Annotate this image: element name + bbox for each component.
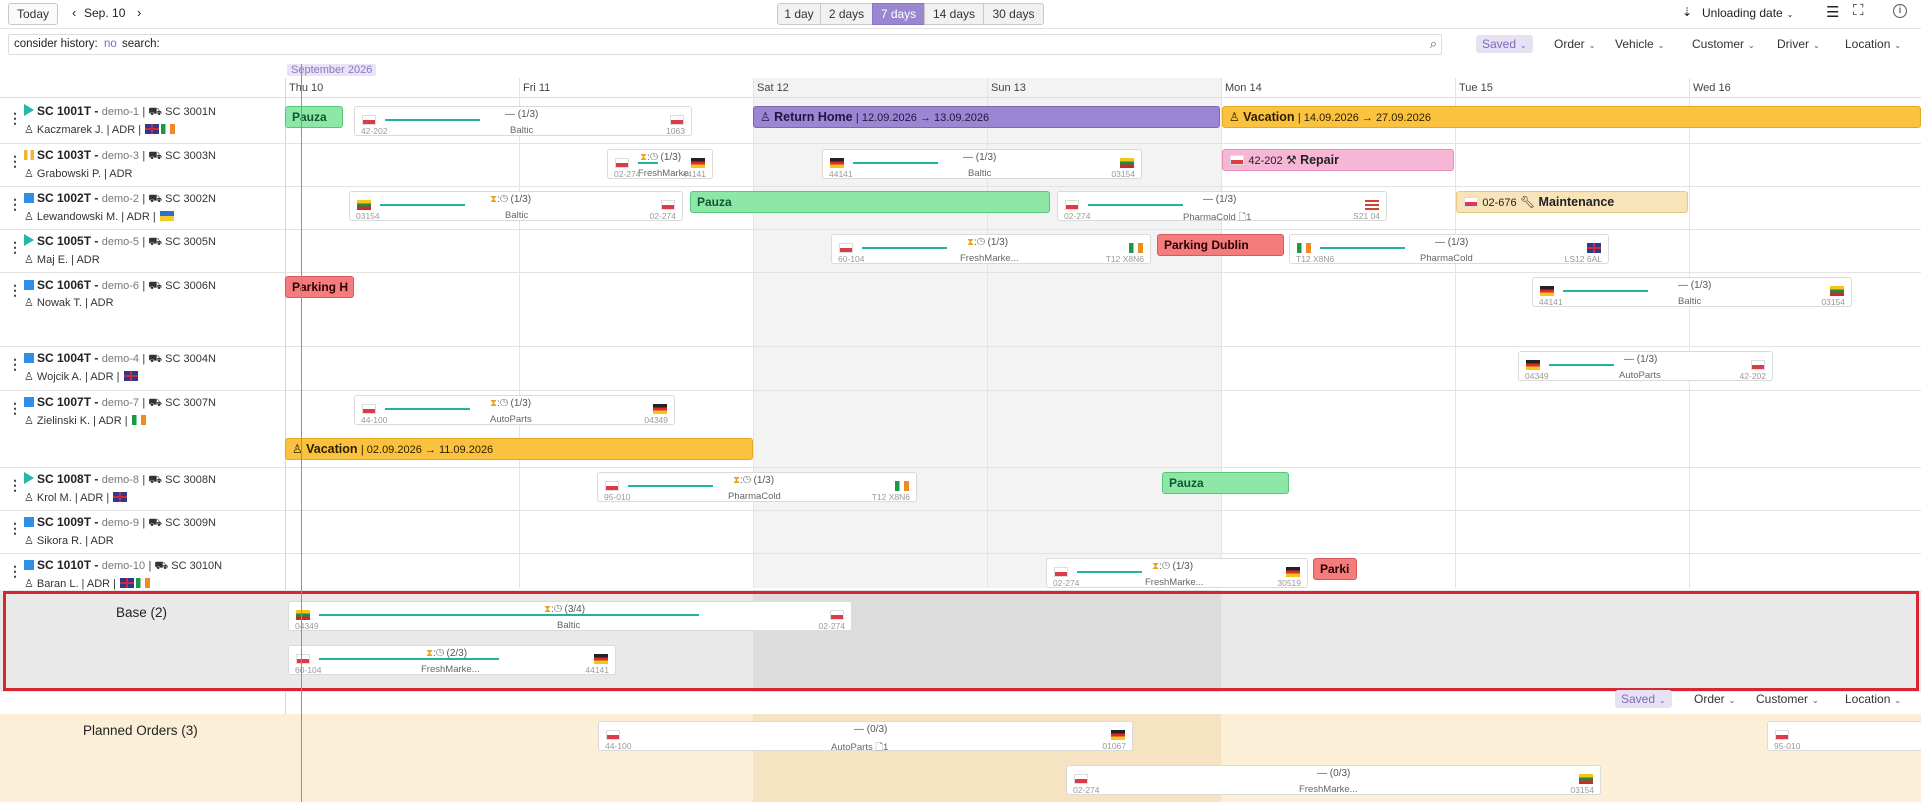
row-menu-icon[interactable]: ⋮ bbox=[8, 563, 22, 579]
row-menu-icon[interactable]: ⋮ bbox=[8, 110, 22, 126]
range-30-days[interactable]: 30 days bbox=[983, 3, 1044, 25]
order-card[interactable]: ⧗:◷ (2/3) FreshMarke... 60-104 44141 bbox=[288, 645, 616, 675]
order-card[interactable]: — (1/3) Baltic 44141 03154 bbox=[822, 149, 1142, 179]
repair-icon: ⚒ bbox=[1285, 153, 1297, 167]
planned-label[interactable]: Planned Orders (3) bbox=[83, 723, 198, 738]
planned-customer-filter[interactable]: Customer ⌄ bbox=[1756, 692, 1819, 706]
wrench-icon: 🔧︎ bbox=[1519, 195, 1536, 209]
sort-dropdown[interactable]: Unloading date ⌄ bbox=[1702, 6, 1794, 20]
order-card[interactable]: ⧗:◷ (1/3) Baltic 03154 02-274 bbox=[349, 191, 683, 221]
day-header: Thu 10 bbox=[289, 82, 324, 94]
pause-block[interactable]: Pauza bbox=[690, 191, 1050, 213]
maintenance-block[interactable]: 02-676 🔧︎ Maintenance bbox=[1456, 191, 1688, 213]
row-menu-icon[interactable]: ⋮ bbox=[8, 520, 22, 536]
vehicle-row: ⋮ SC 1005T - demo-5 | ⛟ SC 3005N ♙ Maj E… bbox=[8, 234, 216, 266]
current-date[interactable]: Sep. 10 bbox=[84, 6, 126, 20]
range-7-days[interactable]: 7 days bbox=[872, 3, 925, 25]
month-label: September 2026 bbox=[287, 64, 377, 76]
status-square-icon bbox=[24, 193, 34, 203]
chevron-right-icon[interactable]: › bbox=[137, 5, 142, 20]
vehicle-row: ⋮ SC 1002T - demo-2 | ⛟ SC 3002N ♙ Lewan… bbox=[8, 191, 216, 223]
day-header: Sat 12 bbox=[757, 82, 789, 94]
play-icon bbox=[24, 234, 34, 246]
info-icon[interactable]: i bbox=[1893, 4, 1907, 18]
row-menu-icon[interactable]: ⋮ bbox=[8, 400, 22, 416]
parking-block[interactable]: Parking H bbox=[285, 276, 354, 298]
order-card[interactable]: — (1/3) AutoParts 04349 42-202 bbox=[1518, 351, 1773, 381]
chevron-left-icon[interactable]: ‹ bbox=[72, 5, 77, 20]
history-label: consider history: bbox=[14, 38, 98, 50]
day-header: Tue 15 bbox=[1459, 82, 1493, 94]
planned-order-filter[interactable]: Order ⌄ bbox=[1694, 692, 1736, 706]
range-1-day[interactable]: 1 day bbox=[777, 3, 821, 25]
order-card[interactable]: 95-010 bbox=[1767, 721, 1921, 751]
location-filter[interactable]: Location ⌄ bbox=[1845, 37, 1902, 51]
saved-filter[interactable]: Saved ⌄ bbox=[1476, 35, 1533, 53]
repair-block[interactable]: 42-202 ⚒ Repair bbox=[1222, 149, 1454, 171]
search-icon[interactable]: ⌕ bbox=[1429, 36, 1437, 51]
row-menu-icon[interactable]: ⋮ bbox=[8, 477, 22, 493]
row-menu-icon[interactable]: ⋮ bbox=[8, 239, 22, 255]
header-line bbox=[0, 97, 1921, 98]
order-card[interactable]: — (1/3) PharmaCold T12 X8N6 LS12 6AL bbox=[1289, 234, 1609, 264]
pause-block[interactable]: Pauza bbox=[1162, 472, 1289, 494]
day-header: Sun 13 bbox=[991, 82, 1026, 94]
vehicle-row: ⋮ SC 1009T - demo-9 | ⛟ SC 3009N ♙ Sikor… bbox=[8, 515, 216, 547]
planned-location-filter[interactable]: Location ⌄ bbox=[1845, 692, 1902, 706]
customer-filter[interactable]: Customer ⌄ bbox=[1692, 37, 1755, 51]
range-2-days[interactable]: 2 days bbox=[820, 3, 873, 25]
fullscreen-icon[interactable]: ⛶ bbox=[1853, 2, 1864, 19]
search-label: search: bbox=[122, 38, 160, 50]
today-button[interactable]: Today bbox=[8, 3, 58, 25]
pause-icon bbox=[24, 150, 34, 160]
parking-block[interactable]: Parking Dublin bbox=[1157, 234, 1284, 256]
order-card[interactable]: — (0/3) AutoParts 🗋1 44-100 01067 bbox=[598, 721, 1133, 753]
row-menu-icon[interactable]: ⋮ bbox=[8, 196, 22, 212]
driver-filter[interactable]: Driver ⌄ bbox=[1777, 37, 1820, 51]
return-home-block[interactable]: ♙ Return Home | 12.09.2026 → 13.09.2026 bbox=[753, 106, 1220, 128]
vehicle-row: ⋮ SC 1008T - demo-8 | ⛟ SC 3008N ♙ Krol … bbox=[8, 472, 216, 504]
order-card[interactable]: — (1/3) Baltic 42-202 1063 bbox=[354, 106, 692, 136]
search-bar[interactable]: consider history: no search: ⌕ bbox=[8, 34, 1442, 55]
row-menu-icon[interactable]: ⋮ bbox=[8, 153, 22, 169]
settings-sliders-icon[interactable]: ☰ bbox=[1826, 4, 1840, 21]
play-icon bbox=[24, 104, 34, 116]
driver-name[interactable]: Kaczmarek J. | ADR | bbox=[36, 124, 142, 136]
vehicle-row: ⋮ SC 1001T - demo-1 | ⛟ SC 3001N ♙ Kaczm… bbox=[8, 104, 216, 136]
order-card[interactable]: ⧗:◷ (1/3) FreshMarke... 60-104 T12 X8N6 bbox=[831, 234, 1151, 264]
order-card[interactable]: — (1/3) Baltic 44141 03154 bbox=[1532, 277, 1852, 307]
day-header: Fri 11 bbox=[523, 82, 551, 94]
base-label[interactable]: Base (2) bbox=[116, 605, 168, 620]
current-time-line bbox=[301, 64, 302, 802]
vehicle-filter[interactable]: Vehicle ⌄ bbox=[1615, 37, 1665, 51]
order-card[interactable]: — (0/3) FreshMarke... 02-274 03154 bbox=[1066, 765, 1601, 795]
vehicle-name[interactable]: SC 1001T - bbox=[37, 104, 99, 118]
range-14-days[interactable]: 14 days bbox=[924, 3, 984, 25]
vehicle-row: ⋮ SC 1010T - demo-10 | ⛟ SC 3010N ♙ Bara… bbox=[8, 558, 223, 590]
vehicle-row: ⋮ SC 1006T - demo-6 | ⛟ SC 3006N ♙ Nowak… bbox=[8, 278, 216, 309]
vehicle-row: ⋮ SC 1003T - demo-3 | ⛟ SC 3003N ♙ Grabo… bbox=[8, 148, 216, 180]
pause-block[interactable]: Pauza bbox=[285, 106, 343, 128]
order-card[interactable]: ⧗:◷ (1/3) PharmaCold 95-010 T12 X8N6 bbox=[597, 472, 917, 502]
sort-icon[interactable]: ⇣ bbox=[1682, 5, 1693, 19]
order-card[interactable]: ⧗:◷ (3/4) Baltic 04349 02-274 bbox=[288, 601, 852, 631]
order-card[interactable]: ⧗:◷ (1/3) FreshMarke... 02-274 30519 bbox=[1046, 558, 1308, 588]
vacation-block[interactable]: ♙ Vacation | 02.09.2026 → 11.09.2026 bbox=[285, 438, 753, 460]
vehicle-row: ⋮ SC 1007T - demo-7 | ⛟ SC 3007N ♙ Zieli… bbox=[8, 395, 216, 427]
vehicle-row: ⋮ SC 1004T - demo-4 | ⛟ SC 3004N ♙ Wojci… bbox=[8, 351, 216, 383]
base-highlight-frame bbox=[3, 591, 1919, 691]
order-card[interactable]: — (1/3) PharmaCold 🗋1 02-274 S21 04 bbox=[1057, 191, 1387, 223]
day-header: Wed 16 bbox=[1693, 82, 1731, 94]
order-card[interactable]: ⧗:◷ (1/3) AutoParts 44-100 04349 bbox=[354, 395, 675, 425]
day-header: Mon 14 bbox=[1225, 82, 1262, 94]
history-value[interactable]: no bbox=[104, 38, 117, 50]
row-menu-icon[interactable]: ⋮ bbox=[8, 282, 22, 298]
planned-saved-filter[interactable]: Saved ⌄ bbox=[1615, 690, 1672, 708]
row-menu-icon[interactable]: ⋮ bbox=[8, 356, 22, 372]
parking-block[interactable]: Parki bbox=[1313, 558, 1357, 580]
order-filter[interactable]: Order ⌄ bbox=[1554, 37, 1596, 51]
order-card[interactable]: ⧗:◷ (1/3) FreshMarke 02-274 44141 bbox=[607, 149, 713, 179]
vacation-block[interactable]: ♙ Vacation | 14.09.2026 → 27.09.2026 bbox=[1222, 106, 1921, 128]
